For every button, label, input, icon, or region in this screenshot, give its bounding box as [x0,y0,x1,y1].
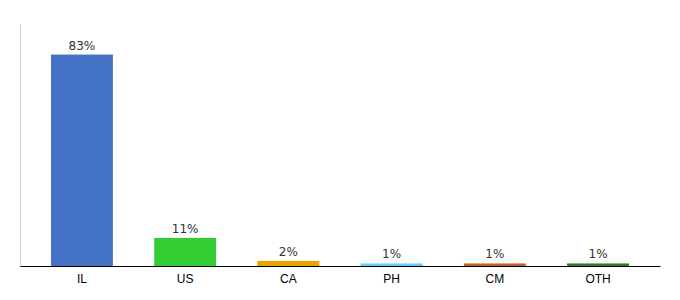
bar [567,263,629,266]
data-label: 2% [279,245,298,259]
bar [464,263,526,266]
x-tick-label: PH [383,272,400,286]
data-label: 1% [589,247,608,261]
bars [51,55,629,266]
x-axis: IL US CA PH CM OTH [21,267,661,286]
bar [257,261,319,266]
x-tick: US [177,272,194,286]
bar [361,263,423,266]
y-axis-line [20,25,21,267]
x-tick-label: US [177,272,194,286]
plot-area: 83% 11% 2% 1% 1% 1% IL US CA PH CM OTH [21,25,661,286]
bar [154,238,216,266]
data-label: 83% [69,39,96,53]
x-tick-label: OTH [585,272,610,286]
y-axis [20,25,21,267]
x-tick: CM [486,272,505,286]
x-tick: CA [280,272,297,286]
bar [51,55,113,266]
x-tick: IL [77,272,87,286]
x-tick-label: CM [486,272,505,286]
x-axis-line [21,266,661,267]
chart-svg: 83% 11% 2% 1% 1% 1% IL US CA PH CM OTH [0,0,680,300]
x-tick: PH [383,272,400,286]
chart-container: 83% 11% 2% 1% 1% 1% IL US CA PH CM OTH [0,0,680,300]
data-labels: 83% 11% 2% 1% 1% 1% [69,39,608,262]
x-tick-label: IL [77,272,87,286]
data-label: 1% [382,247,401,261]
data-label: 11% [172,222,199,236]
data-label: 1% [485,247,504,261]
x-tick-label: CA [280,272,297,286]
x-tick: OTH [585,272,610,286]
